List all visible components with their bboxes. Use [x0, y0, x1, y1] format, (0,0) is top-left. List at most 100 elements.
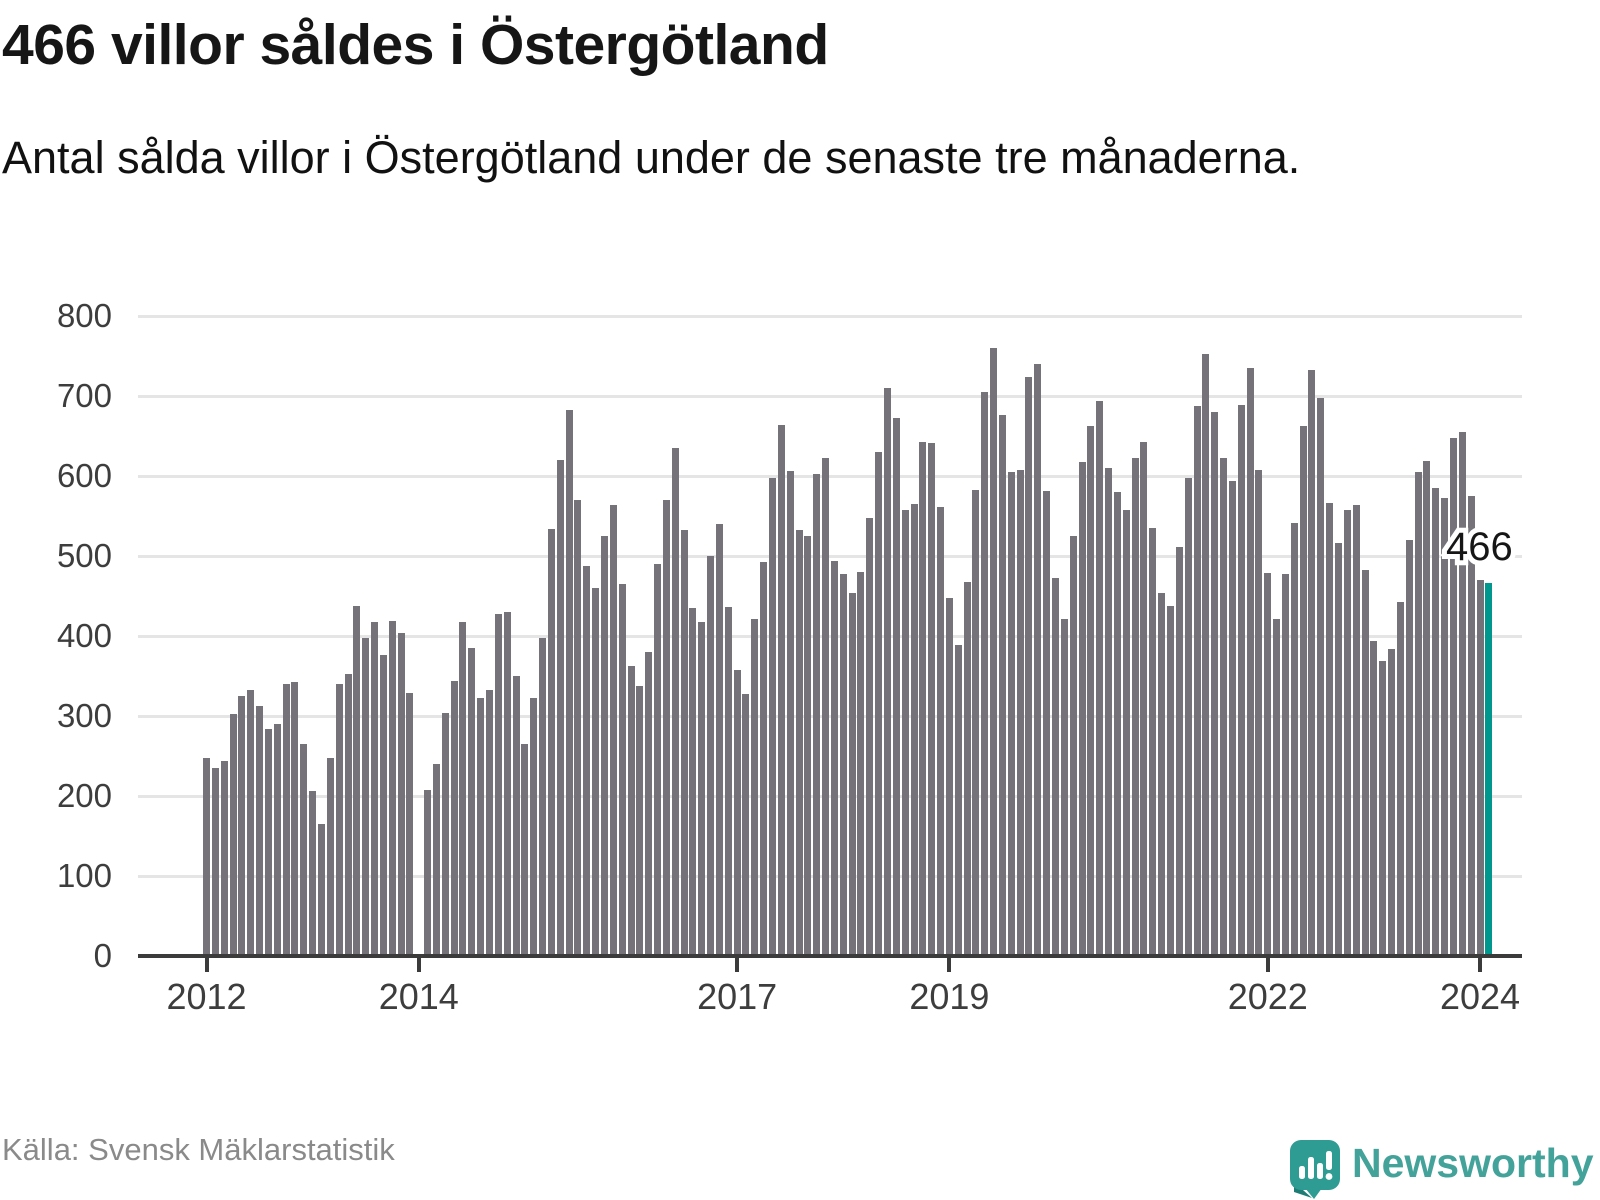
bar [998, 415, 1006, 956]
bar [565, 409, 573, 956]
bar [769, 477, 776, 956]
bar [282, 684, 290, 956]
bar [1326, 503, 1334, 956]
bar [1184, 478, 1192, 956]
bar [1343, 510, 1351, 956]
bar [1449, 437, 1457, 956]
bar [1388, 648, 1396, 956]
bar [326, 757, 334, 956]
bar [291, 682, 299, 956]
bar [1273, 619, 1281, 956]
x-axis-tick [947, 958, 952, 972]
bar [397, 632, 405, 956]
bar [724, 607, 732, 956]
bar [1352, 504, 1360, 956]
x-axis-tick-label: 2014 [378, 976, 459, 1017]
bar [954, 644, 962, 956]
bar [1034, 364, 1042, 956]
x-axis-tick [1478, 958, 1482, 972]
bar [344, 674, 352, 956]
x-axis-tick [416, 958, 421, 972]
bar [786, 471, 794, 956]
x-axis-tick-label: 2019 [909, 976, 990, 1017]
y-axis-tick-label: 100 [56, 857, 112, 894]
bar [521, 744, 529, 956]
bar [211, 768, 219, 956]
bar [459, 622, 467, 956]
bar [1237, 404, 1245, 956]
x-axis-line [138, 954, 1522, 958]
highlight-value-halo: 466 [1441, 520, 1518, 574]
bar [1396, 602, 1404, 956]
y-axis-tick-label: 0 [93, 937, 112, 974]
bar [1379, 660, 1387, 956]
bar [654, 564, 662, 956]
bar [432, 764, 440, 956]
page-subtitle: Antal sålda villor i Östergötland under … [2, 132, 1301, 183]
bar [238, 696, 246, 956]
bar [300, 744, 308, 956]
bar [892, 418, 900, 956]
bar [353, 606, 361, 956]
highlight-value-text: 466 [1446, 525, 1513, 569]
bar [609, 504, 617, 956]
bar [477, 698, 485, 956]
bar [963, 581, 971, 956]
bar [574, 500, 582, 956]
bar [1149, 528, 1157, 956]
bar [317, 824, 325, 956]
bar [1281, 574, 1289, 956]
bar [751, 619, 759, 956]
x-axis-tick [735, 958, 740, 972]
bar [362, 638, 370, 956]
y-axis-tick-label: 600 [56, 457, 112, 494]
bar [733, 669, 741, 956]
bar [883, 388, 891, 956]
bar [486, 690, 493, 956]
bar [1458, 432, 1466, 956]
bar [1175, 547, 1183, 956]
gridline [138, 794, 1522, 798]
bar [1043, 491, 1051, 956]
bar [1202, 353, 1210, 956]
bar [839, 573, 847, 956]
bar [1361, 570, 1369, 956]
bar [256, 705, 264, 956]
bar [804, 536, 812, 956]
bar [220, 760, 228, 956]
newsworthy-logo-icon [1290, 1140, 1340, 1199]
bar [273, 724, 281, 956]
gridline [138, 474, 1522, 478]
bar [371, 622, 379, 956]
bar [1166, 606, 1174, 956]
bar [760, 562, 768, 956]
bar [1193, 406, 1201, 956]
bar [928, 443, 936, 956]
y-axis-tick-label: 800 [56, 297, 112, 334]
bar [335, 684, 343, 956]
highlighted-bar [1485, 583, 1493, 956]
bar [379, 655, 387, 956]
bar [945, 598, 953, 956]
y-axis-tick-label: 500 [56, 537, 112, 574]
bar [813, 473, 821, 956]
bar [203, 757, 210, 956]
bar [1052, 578, 1059, 956]
bar [309, 791, 317, 956]
bar [698, 622, 706, 956]
bar [1405, 540, 1413, 956]
bar [424, 789, 432, 956]
bar [1078, 462, 1086, 956]
bar [618, 584, 626, 956]
bar [1370, 640, 1378, 956]
bar [1096, 400, 1104, 956]
bar [848, 592, 856, 956]
x-axis-tick [1265, 958, 1270, 972]
bar [795, 529, 803, 956]
bar [1423, 460, 1431, 956]
bar [866, 517, 874, 956]
bar [247, 689, 255, 956]
bar [450, 680, 458, 956]
bar [1299, 425, 1307, 956]
gridline [138, 314, 1522, 318]
